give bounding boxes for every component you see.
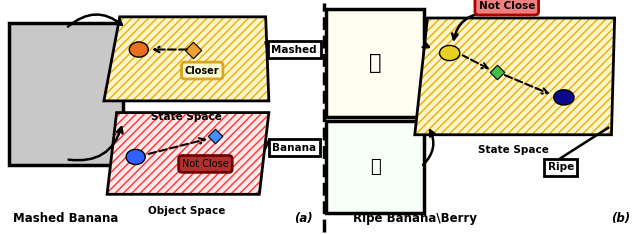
FancyBboxPatch shape (9, 23, 123, 165)
FancyBboxPatch shape (326, 121, 424, 213)
Text: (b): (b) (611, 212, 630, 225)
Text: Not Close: Not Close (479, 1, 535, 11)
Text: Not Close: Not Close (182, 159, 228, 169)
Text: (a): (a) (294, 212, 313, 225)
FancyBboxPatch shape (326, 9, 424, 117)
Polygon shape (415, 18, 614, 135)
Polygon shape (104, 17, 269, 101)
Text: Closer: Closer (185, 66, 220, 76)
Text: State Space: State Space (151, 112, 222, 122)
Text: Object Space: Object Space (148, 206, 225, 216)
Ellipse shape (554, 90, 574, 105)
Text: Mashed: Mashed (271, 44, 317, 55)
Text: 🫐: 🫐 (370, 158, 381, 176)
Point (188, 48, 198, 51)
Ellipse shape (440, 45, 460, 61)
Text: 🍌: 🍌 (369, 53, 381, 73)
Text: Ripe Banana\Berry: Ripe Banana\Berry (353, 212, 477, 225)
Point (210, 134, 220, 138)
Text: Ripe: Ripe (548, 162, 574, 172)
Polygon shape (107, 113, 269, 194)
Text: Mashed Banana: Mashed Banana (13, 212, 118, 225)
Ellipse shape (129, 42, 148, 57)
Point (492, 70, 502, 73)
Text: Banana: Banana (272, 143, 316, 153)
Text: State Space: State Space (477, 145, 548, 155)
Ellipse shape (126, 149, 145, 165)
